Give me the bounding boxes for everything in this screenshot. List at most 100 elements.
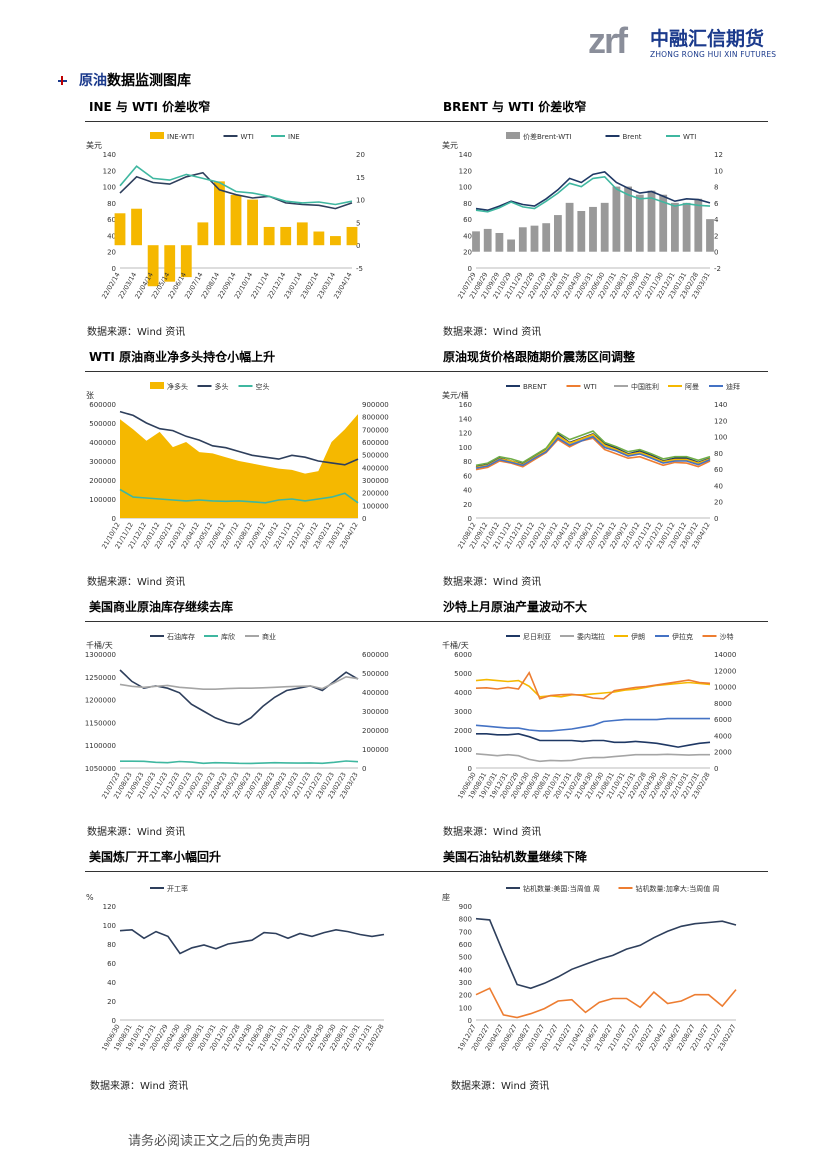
logo-mark: zrf — [588, 20, 628, 61]
legend-label: 迪拜 — [726, 382, 740, 391]
series-bar — [197, 222, 209, 246]
y2-tick-label: 4 — [714, 216, 719, 224]
data-source: 数据来源：Wind 资讯 — [87, 327, 186, 338]
series-bar — [635, 194, 644, 252]
y2-tick-label: 0 — [356, 242, 360, 250]
chart-title-c1: INE 与 WTI 价差收窄 — [89, 100, 211, 114]
series-bar — [263, 226, 275, 246]
series-line — [119, 488, 359, 504]
series-bar — [507, 239, 515, 252]
series-bar — [624, 186, 632, 252]
y-tick-label: 500000 — [89, 420, 116, 428]
legend-label: 空头 — [256, 382, 270, 391]
series-bar — [659, 194, 668, 252]
series-line — [119, 410, 359, 466]
y-tick-label: 80 — [107, 941, 116, 949]
y-tick-label: 80 — [463, 200, 472, 208]
section-title: 原油数据监测图库 — [58, 70, 191, 90]
chart-c7: 开工率%02040608010012019/06/3019/08/3119/10… — [86, 884, 386, 1052]
y-tick-label: 0 — [112, 265, 116, 273]
axis-unit: 美元 — [442, 140, 458, 150]
data-source: 数据来源：Wind 资讯 — [443, 827, 542, 838]
y2-tick-label: 200000 — [362, 490, 389, 498]
y2-tick-label: 400000 — [362, 689, 389, 697]
y2-tick-label: 4000 — [714, 732, 732, 740]
legend-label: 中国胜利 — [631, 382, 659, 391]
y2-tick-label: 500000 — [362, 670, 389, 678]
y2-tick-label: -2 — [714, 265, 721, 273]
series-line — [475, 987, 737, 1019]
legend-label: BRENT — [523, 383, 547, 391]
y-tick-label: 5000 — [454, 670, 472, 678]
y-tick-label: 100 — [459, 1004, 472, 1012]
legend-label: 沙特 — [720, 632, 734, 641]
chart-title-c8: 美国石油钻机数量继续下降 — [443, 850, 588, 864]
legend-label: 阿曼 — [685, 382, 699, 391]
legend-swatch — [506, 132, 520, 139]
divider — [85, 871, 768, 872]
chart-title-c6: 沙特上月原油产量波动不大 — [443, 600, 588, 614]
y2-tick-label: 14000 — [714, 651, 736, 659]
y-tick-label: 1300000 — [85, 651, 116, 659]
section-bullet-icon — [58, 76, 67, 85]
legend-label: 伊朗 — [631, 632, 645, 641]
series-bar — [214, 181, 225, 246]
y2-tick-label: 800000 — [362, 414, 389, 422]
y2-tick-label: 12 — [714, 151, 723, 159]
chart-c8: 钻机数量:美国:当周值 周 钻机数量:加拿大:当周值 周座 0 100 200 300 40… — [442, 884, 738, 1052]
section-title-rest: 数据监测图库 — [107, 73, 191, 89]
legend-label: INE-WTI — [167, 133, 194, 141]
y-tick-label: 100 — [459, 184, 472, 192]
legend-swatch — [150, 382, 164, 389]
legend-label: 伊拉克 — [672, 632, 693, 641]
y-tick-label: 160 — [459, 401, 472, 409]
y-tick-label: 300000 — [89, 458, 116, 466]
series-line — [119, 675, 359, 690]
y2-tick-label: 100000 — [362, 502, 389, 510]
series-bar — [542, 223, 551, 252]
series-line — [475, 437, 711, 471]
series-line — [475, 433, 711, 469]
series-bar — [554, 215, 562, 252]
series-bar — [495, 232, 504, 252]
chart-c2: 价差Brent-WTI Brent WTI美元020406080100120140-… — [442, 132, 723, 300]
y2-tick-label: 0 — [362, 515, 366, 523]
divider — [85, 121, 768, 122]
series-line — [475, 435, 711, 469]
series-line — [120, 760, 359, 765]
series-line — [475, 670, 711, 700]
y2-tick-label: 300000 — [362, 708, 389, 716]
y-tick-label: 120 — [459, 167, 472, 175]
y-tick-label: 140 — [459, 415, 472, 423]
series-bar — [483, 228, 492, 252]
y-tick-label: 1000 — [454, 746, 472, 754]
y-tick-label: 600 — [459, 941, 472, 949]
y-tick-label: 100 — [459, 444, 472, 452]
y2-tick-label: 600000 — [362, 651, 389, 659]
series-line — [475, 175, 711, 213]
legend-label: WTI — [584, 383, 597, 391]
y2-tick-label: 100 — [714, 434, 727, 442]
series-bar — [577, 211, 586, 252]
y-tick-label: 500 — [459, 954, 472, 962]
y2-tick-label: 200000 — [362, 727, 389, 735]
y2-tick-label: 700000 — [362, 426, 389, 434]
series-line — [475, 753, 710, 763]
legend-label: 商业 — [262, 632, 276, 641]
series-bar — [180, 245, 192, 278]
y-tick-label: 100000 — [89, 496, 116, 504]
y2-tick-label: 600000 — [362, 439, 389, 447]
data-source: 数据来源：Wind 资讯 — [451, 1081, 550, 1092]
data-source: 数据来源：Wind 资讯 — [443, 327, 542, 338]
y2-tick-label: 20 — [356, 151, 365, 159]
y-tick-label: 80 — [463, 458, 472, 466]
y2-tick-label: 0 — [714, 515, 718, 523]
y-tick-label: 40 — [107, 979, 116, 987]
y-tick-label: 20 — [107, 249, 116, 257]
axis-unit: 千桶/天 — [86, 640, 113, 650]
divider — [85, 371, 768, 372]
series-line — [119, 165, 353, 206]
y2-tick-label: 5 — [356, 219, 360, 227]
legend-label: 石油库存 — [167, 632, 195, 641]
